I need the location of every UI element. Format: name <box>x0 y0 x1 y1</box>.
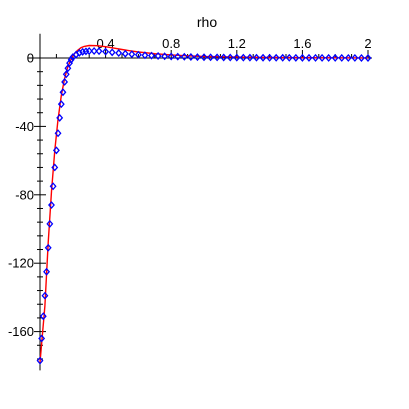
data-point <box>279 53 287 62</box>
data-point <box>253 53 260 62</box>
data-point <box>54 129 62 138</box>
data-point <box>61 77 69 86</box>
data-point <box>193 53 201 62</box>
data-point <box>148 51 155 60</box>
data-point <box>36 356 44 365</box>
y-tick-label: -40 <box>15 119 34 134</box>
x-tick-label: 1.2 <box>228 36 246 51</box>
data-point <box>64 64 72 73</box>
data-point <box>59 88 67 97</box>
x-tick-label: 2 <box>364 36 371 51</box>
data-point <box>56 113 64 122</box>
data-point <box>167 52 175 61</box>
data-point <box>102 47 110 56</box>
data-point <box>52 146 60 155</box>
data-point <box>259 53 267 62</box>
data-point <box>154 51 162 60</box>
data-point <box>95 47 103 56</box>
data-point <box>90 46 98 55</box>
data-point <box>292 53 300 62</box>
y-tick-label: -160 <box>8 324 34 339</box>
data-point <box>312 53 319 62</box>
data-point <box>364 53 372 62</box>
series-layer <box>36 44 372 365</box>
data-point <box>331 53 339 62</box>
data-point <box>305 53 313 62</box>
data-point <box>239 53 247 62</box>
data-point <box>325 53 333 62</box>
data-point <box>85 46 93 55</box>
data-point <box>128 50 136 59</box>
series-line <box>39 44 369 363</box>
data-point <box>298 53 306 62</box>
data-point <box>220 53 228 62</box>
data-point <box>233 53 241 62</box>
data-point <box>38 334 46 343</box>
data-point <box>48 201 55 210</box>
data-point <box>115 49 123 58</box>
data-point <box>46 219 54 228</box>
data-point <box>141 51 149 60</box>
y-tick-label: -80 <box>15 187 34 202</box>
data-point <box>39 312 47 321</box>
data-point <box>285 53 293 62</box>
ticks: 0.4 0.8 1.2 1.6 20-40-80-120-160 <box>8 36 372 360</box>
data-point <box>200 53 208 62</box>
data-point <box>338 53 346 62</box>
data-point <box>44 243 52 252</box>
x-tick-label: 0.8 <box>162 36 180 51</box>
y-tick-label: 0 <box>27 51 34 66</box>
data-point <box>187 52 195 61</box>
data-point <box>62 70 70 79</box>
data-point <box>41 291 49 300</box>
data-point <box>266 53 274 62</box>
data-point <box>43 267 51 276</box>
data-point <box>174 52 182 61</box>
data-point <box>161 52 169 61</box>
x-axis-label: rho <box>197 14 217 30</box>
axes <box>28 33 372 371</box>
data-point <box>121 49 129 58</box>
data-point <box>75 48 83 57</box>
data-point <box>108 48 116 57</box>
data-point <box>357 53 365 62</box>
data-point <box>213 53 221 62</box>
data-point <box>57 100 65 109</box>
y-tick-label: -120 <box>8 256 34 271</box>
data-point <box>51 163 59 172</box>
data-point <box>49 182 57 191</box>
data-point <box>344 53 352 62</box>
data-point <box>134 50 142 59</box>
data-point <box>207 53 215 62</box>
x-tick-label: 1.6 <box>293 36 311 51</box>
data-point <box>272 53 280 62</box>
data-point <box>318 53 326 62</box>
data-point <box>67 55 75 64</box>
data-point <box>180 52 188 61</box>
data-point <box>351 53 359 62</box>
data-point <box>246 53 254 62</box>
data-point <box>226 53 234 62</box>
